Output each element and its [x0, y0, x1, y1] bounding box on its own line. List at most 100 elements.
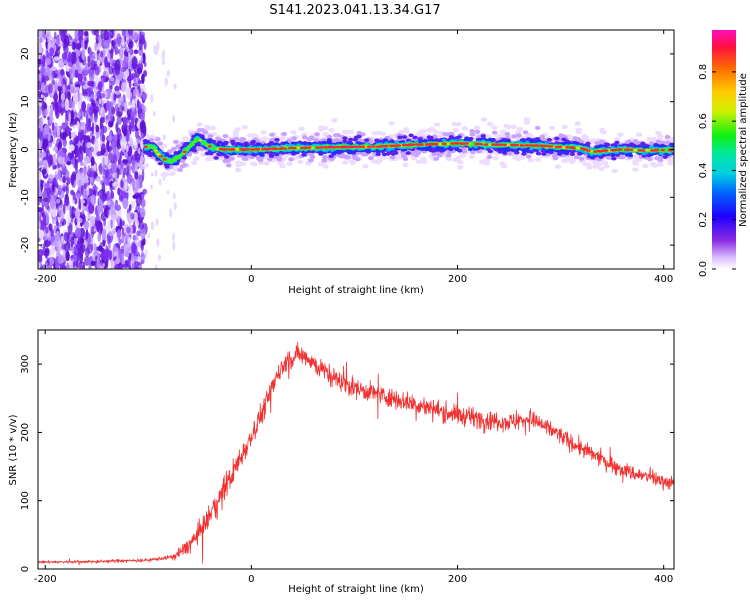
noise-speck — [97, 204, 104, 213]
noise-speck — [86, 142, 92, 149]
ridge-mark — [611, 156, 617, 161]
noise-speck — [96, 222, 100, 232]
ridge-mark — [169, 171, 176, 176]
noise-speck — [112, 153, 117, 166]
ridge-mark — [297, 159, 304, 165]
ridge-mark — [573, 155, 580, 160]
noise-speck — [130, 125, 137, 132]
noise-speck — [51, 121, 55, 131]
noise-speck — [66, 127, 72, 132]
ridge-mark — [574, 121, 581, 126]
noise-speck — [108, 249, 113, 261]
noise-speck — [73, 260, 79, 269]
noise-speck — [41, 76, 45, 84]
ridge-mark — [160, 172, 167, 177]
noise-speck — [162, 59, 165, 66]
noise-speck — [128, 211, 134, 218]
ridge-mark — [617, 132, 624, 137]
noise-speck — [62, 83, 66, 95]
noise-speck — [108, 152, 114, 161]
noise-speck — [40, 66, 46, 75]
ridge-mark — [280, 135, 287, 141]
noise-speck — [166, 190, 170, 195]
noise-speck — [96, 59, 100, 66]
noise-speck — [121, 30, 127, 38]
noise-speck — [142, 52, 146, 64]
noise-speck — [72, 191, 76, 201]
noise-speck — [114, 204, 122, 211]
noise-speck — [80, 168, 87, 178]
noise-speck — [98, 35, 102, 43]
noise-speck — [103, 30, 110, 41]
ridge-mark — [388, 121, 395, 126]
ridge-mark — [635, 132, 643, 137]
ridge-mark — [516, 133, 522, 138]
noise-speck — [110, 219, 113, 229]
ridge-mark — [155, 137, 161, 142]
noise-speck — [123, 232, 127, 237]
noise-speck — [44, 182, 51, 189]
noise-speck — [60, 68, 65, 76]
ridge-mark — [434, 122, 441, 127]
noise-speck — [89, 221, 93, 227]
noise-speck — [90, 260, 96, 267]
noise-speck — [133, 31, 138, 41]
ridge-mark — [527, 158, 535, 163]
noise-speck — [169, 208, 173, 218]
ridge-mark — [468, 137, 474, 141]
noise-speck — [139, 31, 145, 38]
ridge-mark — [157, 161, 163, 166]
ridge-mark — [301, 153, 307, 157]
noise-speck — [65, 250, 70, 262]
ridge-mark — [657, 158, 664, 162]
noise-speck — [53, 225, 58, 230]
ridge-mark — [333, 133, 339, 138]
noise-speck — [55, 230, 60, 242]
noise-speck — [38, 80, 42, 91]
noise-speck — [40, 264, 44, 269]
noise-speck — [44, 200, 50, 210]
noise-speck — [60, 108, 64, 114]
noise-speck — [105, 101, 112, 111]
noise-speck — [133, 49, 139, 55]
noise-speck — [78, 145, 83, 154]
noise-speck — [95, 97, 100, 107]
ridge-mark — [428, 126, 436, 132]
ridge-mark — [558, 133, 564, 138]
ridge-mark — [594, 141, 600, 146]
noise-speck — [59, 133, 64, 140]
noise-speck — [95, 175, 101, 182]
noise-speck — [150, 221, 154, 231]
noise-speck — [57, 205, 63, 216]
noise-speck — [100, 51, 104, 58]
noise-speck — [144, 249, 148, 256]
ridge-mark — [507, 151, 513, 156]
noise-speck — [99, 162, 103, 175]
ridge-mark — [435, 151, 442, 156]
ridge-mark — [362, 164, 369, 169]
noise-speck — [88, 49, 93, 58]
ridge-mark — [177, 168, 183, 172]
ridge-mark — [351, 154, 358, 159]
noise-speck — [43, 108, 48, 116]
noise-speck — [110, 48, 114, 60]
noise-speck — [93, 242, 97, 252]
noise-speck — [116, 229, 122, 239]
noise-speck — [125, 124, 131, 132]
ridge-mark — [342, 139, 348, 144]
noise-speck — [85, 228, 89, 240]
noise-speck — [55, 198, 61, 204]
ridge-mark — [225, 158, 231, 163]
noise-speck — [71, 100, 76, 109]
ridge-mark — [511, 134, 517, 139]
noise-speck — [64, 98, 69, 111]
noise-speck — [133, 256, 139, 261]
noise-speck — [48, 118, 53, 124]
noise-speck — [71, 110, 74, 123]
ridge-mark — [452, 157, 459, 163]
noise-speck — [67, 61, 73, 67]
ridge-mark — [664, 134, 671, 139]
noise-speck — [61, 122, 66, 130]
noise-speck — [110, 92, 114, 101]
ridge-mark — [308, 158, 314, 163]
